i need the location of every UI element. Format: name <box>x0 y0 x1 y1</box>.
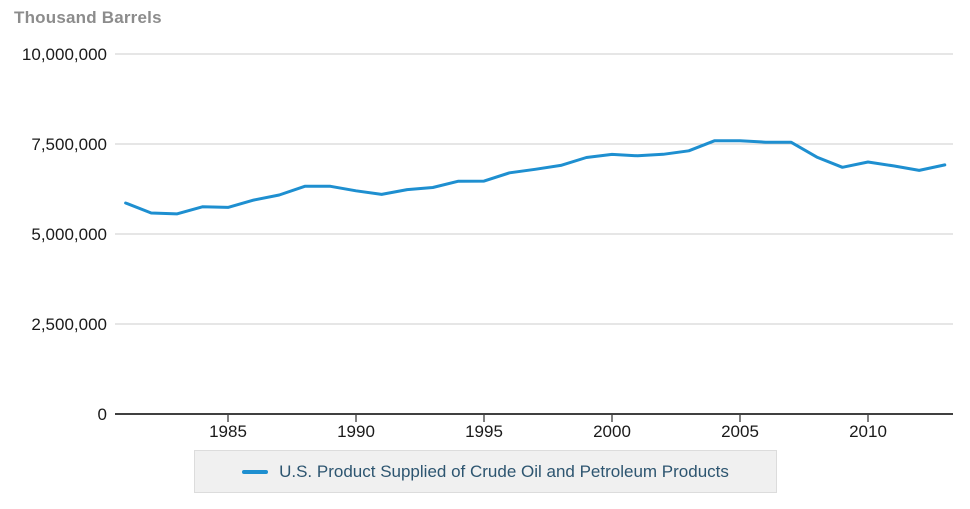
y-tick-label: 10,000,000 <box>22 45 107 64</box>
legend: U.S. Product Supplied of Crude Oil and P… <box>194 450 777 493</box>
plot-area: 0 2,500,000 5,000,000 7,500,000 10,000,000 19… <box>22 45 953 441</box>
x-tick-label: 2005 <box>721 422 759 441</box>
x-tick-label: 2010 <box>849 422 887 441</box>
y-tick-label: 7,500,000 <box>31 135 107 154</box>
legend-line-swatch <box>242 469 269 474</box>
x-tick-label: 2000 <box>593 422 631 441</box>
y-tick-label: 0 <box>98 405 107 424</box>
data-line-series <box>124 139 947 216</box>
chart-title: Thousand Barrels <box>14 8 162 27</box>
x-tick-label: 1990 <box>337 422 375 441</box>
x-tick-label: 1985 <box>209 422 247 441</box>
y-tick-label: 2,500,000 <box>31 315 107 334</box>
x-tick-label: 1995 <box>465 422 503 441</box>
y-tick-label: 5,000,000 <box>31 225 107 244</box>
legend-series-label: U.S. Product Supplied of Crude Oil and P… <box>279 461 729 481</box>
